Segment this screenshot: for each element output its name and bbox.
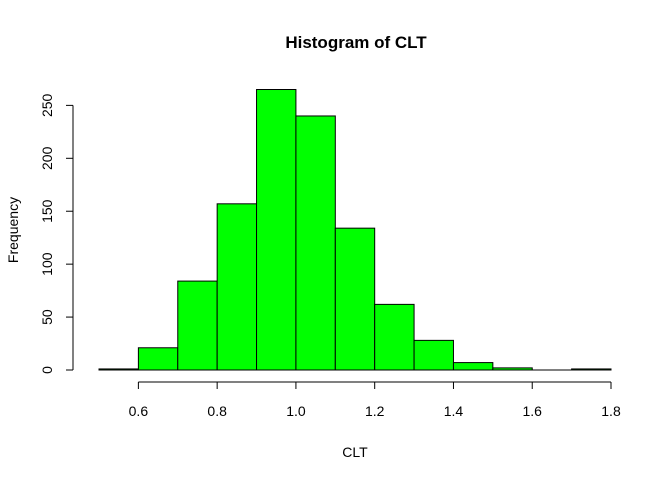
histogram-bar bbox=[137, 347, 179, 371]
histogram-bar bbox=[413, 339, 454, 371]
y-tick-label: 250 bbox=[39, 93, 55, 117]
y-tick-label: 100 bbox=[39, 252, 55, 276]
x-tick-label: 1.2 bbox=[365, 403, 385, 419]
histogram-bar bbox=[216, 203, 258, 371]
x-axis-label: CLT bbox=[342, 444, 368, 460]
y-tick-label: 150 bbox=[39, 199, 55, 223]
x-tick-label: 1.8 bbox=[601, 403, 621, 419]
y-tick-label: 0 bbox=[39, 366, 55, 374]
x-tick-label: 1.0 bbox=[286, 403, 306, 419]
histogram-bar bbox=[98, 368, 139, 371]
histogram-bar bbox=[374, 303, 415, 371]
histogram-bar bbox=[256, 89, 297, 371]
histogram-bar bbox=[295, 115, 336, 371]
histogram-bar bbox=[334, 227, 376, 371]
histogram-bar bbox=[177, 280, 218, 371]
histogram-bar bbox=[492, 367, 533, 371]
x-tick-label: 1.4 bbox=[444, 403, 464, 419]
y-axis-label: Frequency bbox=[5, 197, 21, 263]
y-tick-label: 200 bbox=[39, 146, 55, 170]
histogram-bar bbox=[571, 368, 612, 371]
chart-title: Histogram of CLT bbox=[285, 33, 427, 52]
x-tick-label: 0.6 bbox=[129, 403, 149, 419]
y-axis: 0 50 100 150 200 250 bbox=[39, 93, 74, 374]
x-tick-label: 0.8 bbox=[207, 403, 227, 419]
x-tick-label: 1.6 bbox=[522, 403, 542, 419]
x-axis: 0.6 0.8 1.0 1.2 1.4 1.6 1.8 bbox=[129, 381, 621, 419]
histogram-bar bbox=[452, 362, 494, 371]
y-tick-label: 50 bbox=[39, 309, 55, 325]
bars-group bbox=[98, 89, 612, 371]
